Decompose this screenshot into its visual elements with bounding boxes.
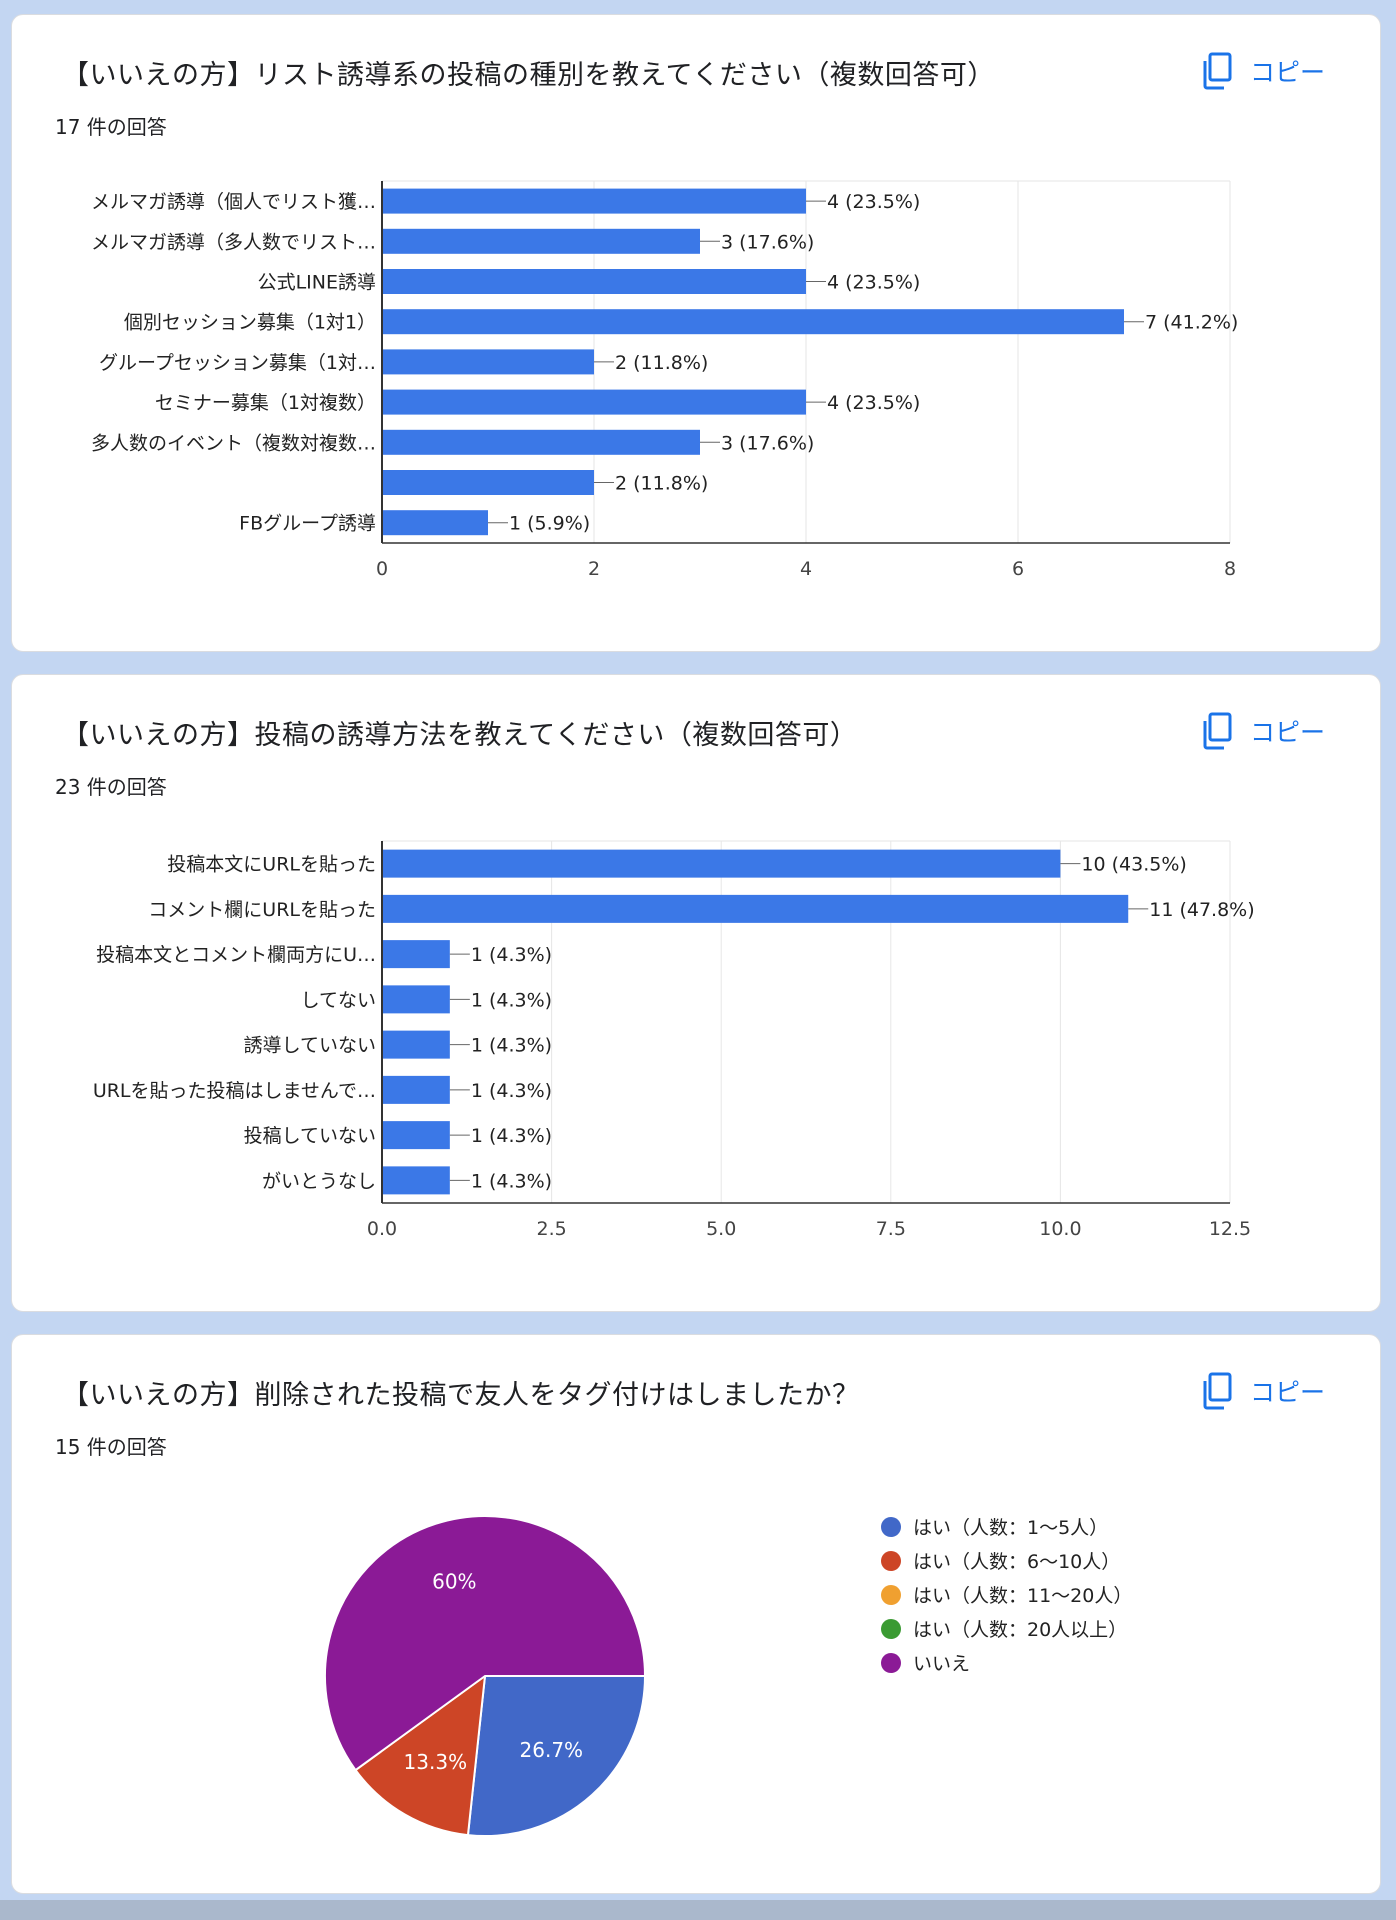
copy-icon: [1202, 52, 1232, 90]
legend-label: はい（人数：1〜5人）: [913, 1517, 1108, 1539]
copy-label: コピー: [1250, 1378, 1326, 1407]
bar: [382, 510, 488, 536]
data-label: 3 (17.6%): [721, 231, 814, 253]
data-label: 1 (5.9%): [509, 513, 590, 535]
bar: [382, 1121, 450, 1150]
data-label: 2 (11.8%): [615, 473, 708, 495]
bar: [382, 429, 700, 455]
category-label: 個別セッション募集（1対1）: [124, 312, 376, 334]
x-tick-label: 2.5: [536, 1218, 566, 1240]
bar: [382, 1075, 450, 1104]
bar: [382, 1030, 450, 1059]
x-tick-label: 12.5: [1209, 1218, 1251, 1240]
bar: [382, 470, 594, 495]
copy-icon: [1202, 712, 1232, 750]
category-label: 誘導していない: [244, 1035, 376, 1057]
x-tick-label: 4: [800, 558, 812, 580]
copy-button[interactable]: コピー: [1202, 1371, 1325, 1411]
data-label: 1 (4.3%): [471, 944, 552, 966]
data-label: 1 (4.3%): [471, 1170, 552, 1192]
category-label: 投稿本文にURLを貼った: [167, 854, 376, 876]
bar: [382, 309, 1124, 335]
question-title: 【いいえの方】削除された投稿で友人をタグ付けはしましたか？: [62, 1380, 860, 1411]
copy-button[interactable]: コピー: [1202, 51, 1325, 91]
data-label: 2 (11.8%): [615, 352, 708, 374]
category-label: メルマガ誘導（多人数でリスト…: [91, 231, 376, 253]
question-card-2: 【いいえの方】投稿の誘導方法を教えてください（複数回答可） 23 件の回答 コピ…: [11, 674, 1381, 1312]
legend-marker: [881, 1653, 901, 1673]
category-label: コメント欄にURLを貼った: [148, 899, 376, 921]
legend-marker: [881, 1551, 901, 1571]
copy-label: コピー: [1250, 58, 1326, 87]
x-tick-label: 7.5: [876, 1218, 906, 1240]
question-card-3: 【いいえの方】削除された投稿で友人をタグ付けはしましたか？ 15 件の回答 コピ…: [11, 1334, 1381, 1894]
response-count: 23 件の回答: [55, 775, 167, 799]
legend-marker: [881, 1619, 901, 1639]
data-label: 4 (23.5%): [827, 392, 920, 414]
data-label: 1 (4.3%): [471, 1035, 552, 1057]
data-label: 11 (47.8%): [1149, 899, 1254, 921]
category-label: がいとうなし: [262, 1170, 376, 1192]
copy-button[interactable]: コピー: [1202, 711, 1325, 751]
response-count: 15 件の回答: [55, 1435, 167, 1459]
category-label: 投稿していない: [244, 1125, 376, 1147]
slice-label: 60%: [432, 1570, 476, 1594]
copy-label: コピー: [1250, 718, 1326, 747]
bar: [382, 269, 806, 294]
data-label: 10 (43.5%): [1081, 854, 1186, 876]
bar: [382, 349, 594, 375]
bar-chart: 投稿本文にURLを貼った 10 (43.5%) コメント欄にURLを貼った 11 (4…: [93, 840, 1255, 1240]
category-label: してない: [301, 989, 376, 1011]
bar: [382, 389, 806, 415]
bar-chart: メルマガ誘導（個人でリスト獲… 4 (23.5%) メルマガ誘導（多人数でリスト… 3…: [91, 180, 1238, 580]
pie-slice: [354, 1673, 487, 1837]
category-label: 多人数のイベント（複数対複数…: [91, 432, 376, 454]
data-label: 4 (23.5%): [827, 191, 920, 213]
bar: [382, 228, 700, 254]
x-tick-label: 8: [1224, 558, 1236, 580]
pie-chart: 26.7% 13.3% 60% はい（人数：1〜5人） はい（人数：6〜10人） はい（人…: [324, 1515, 1132, 1837]
category-label: メルマガ誘導（個人でリスト獲…: [91, 191, 376, 213]
x-tick-label: 10.0: [1039, 1218, 1081, 1240]
x-tick-label: 5.0: [706, 1218, 736, 1240]
legend-label: はい（人数：6〜10人）: [913, 1551, 1120, 1573]
category-label: 投稿本文とコメント欄両方にU…: [96, 944, 376, 966]
data-label: 3 (17.6%): [721, 432, 814, 454]
bar: [382, 1166, 450, 1195]
slice-label: 26.7%: [520, 1738, 584, 1762]
legend-label: はい（人数：20人以上）: [913, 1619, 1127, 1641]
copy-icon: [1202, 1372, 1232, 1410]
legend-label: いいえ: [913, 1653, 970, 1675]
x-tick-label: 0.0: [367, 1218, 397, 1240]
category-label: FBグループ誘導: [239, 513, 376, 535]
question-card-1: 【いいえの方】リスト誘導系の投稿の種別を教えてください（複数回答可） 17 件の…: [11, 14, 1381, 652]
bar: [382, 188, 806, 214]
category-label: グループセッション募集（1対…: [99, 352, 376, 374]
bar: [382, 985, 450, 1014]
category-label: セミナー募集（1対複数）: [155, 392, 376, 414]
category-label: URLを貼った投稿はしませんで…: [93, 1080, 376, 1102]
bar: [382, 849, 1061, 878]
legend-marker: [881, 1517, 901, 1537]
x-tick-label: 0: [376, 558, 388, 580]
data-label: 1 (4.3%): [471, 1125, 552, 1147]
response-count: 17 件の回答: [55, 115, 167, 139]
data-label: 4 (23.5%): [827, 272, 920, 294]
question-title: 【いいえの方】投稿の誘導方法を教えてください（複数回答可）: [62, 720, 858, 751]
pie-slice: [466, 1675, 647, 1837]
question-title: 【いいえの方】リスト誘導系の投稿の種別を教えてください（複数回答可）: [62, 60, 995, 91]
data-label: 7 (41.2%): [1145, 312, 1238, 334]
legend-marker: [881, 1585, 901, 1605]
slice-label: 13.3%: [404, 1750, 468, 1774]
x-tick-label: 6: [1012, 558, 1024, 580]
x-tick-label: 2: [588, 558, 600, 580]
window-bottom-edge: [0, 1900, 1396, 1920]
bar: [382, 940, 450, 969]
data-label: 1 (4.3%): [471, 989, 552, 1011]
category-label: 公式LINE誘導: [258, 272, 376, 294]
bar: [382, 894, 1129, 923]
pie-slice: [324, 1515, 647, 1772]
legend-label: はい（人数：11〜20人）: [913, 1585, 1132, 1607]
data-label: 1 (4.3%): [471, 1080, 552, 1102]
